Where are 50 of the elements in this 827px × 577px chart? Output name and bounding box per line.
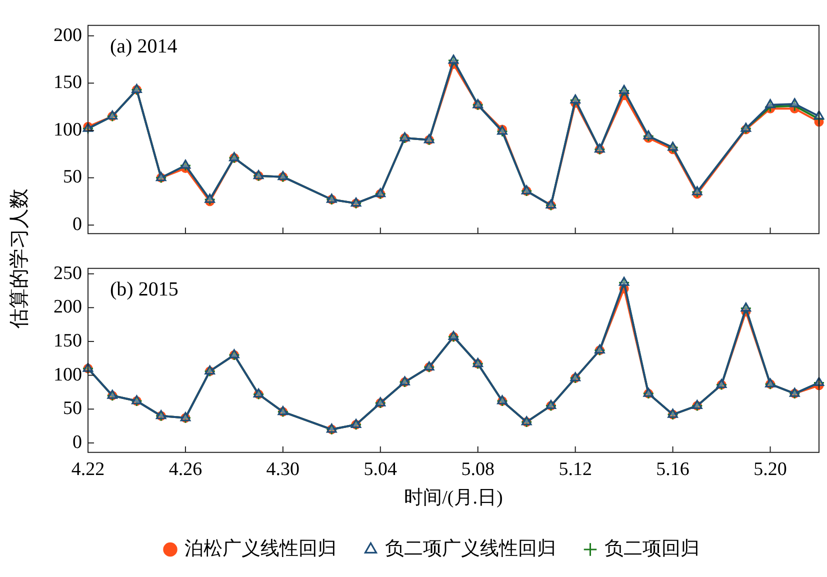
point [82, 122, 94, 134]
y-tick-label: 150 [54, 330, 82, 352]
y-tick-label: 250 [54, 262, 82, 284]
point [180, 160, 191, 169]
x-tick-label: 4.22 [71, 458, 105, 480]
y-tick-label: 100 [54, 119, 82, 140]
y-tick-label: 50 [63, 166, 82, 188]
legend-label: 负二项回归 [604, 538, 700, 560]
point [765, 99, 776, 108]
x-tick-label: 5.08 [461, 458, 494, 480]
point [570, 94, 580, 104]
x-tick-label: 5.20 [754, 458, 787, 480]
point [740, 122, 752, 132]
legend-label: 负二项广义线性回归 [384, 537, 556, 560]
point [643, 130, 654, 140]
point [667, 142, 679, 154]
point [448, 54, 459, 64]
x-tick-label: 4.26 [168, 458, 202, 480]
y-tick-label: 50 [63, 398, 82, 420]
y-tick-label: 0 [72, 214, 82, 236]
point [668, 142, 678, 151]
point [692, 186, 702, 196]
y-tick-label: 0 [72, 432, 82, 453]
x-axis-title: 时间/(月.日) [404, 488, 503, 509]
point [618, 276, 630, 288]
point [813, 113, 825, 125]
point [790, 98, 800, 108]
point [618, 276, 630, 286]
point [618, 84, 630, 96]
point [618, 84, 630, 94]
x-tick-label: 5.16 [656, 458, 690, 480]
y-tick-label: 200 [54, 296, 82, 318]
point [448, 54, 460, 66]
point [691, 186, 703, 198]
text: (b) 2015 [110, 278, 178, 301]
y-tick-label: 100 [54, 364, 82, 386]
x-tick-label: 5.12 [558, 458, 592, 480]
point [740, 302, 752, 314]
y-axis-title: 估算的学习人数 [8, 188, 32, 328]
point [204, 194, 215, 203]
legend-label: 泊松广义线性回归 [184, 537, 336, 560]
y-tick-label: 200 [54, 24, 82, 46]
y-tick-label: 150 [54, 72, 82, 94]
x-tick-label: 5.04 [364, 458, 398, 480]
point [570, 94, 582, 106]
point [642, 130, 654, 142]
x-tick-label: 4.30 [266, 458, 300, 480]
point [740, 302, 752, 312]
point [204, 194, 216, 206]
text: (a) 2014 [110, 36, 178, 58]
